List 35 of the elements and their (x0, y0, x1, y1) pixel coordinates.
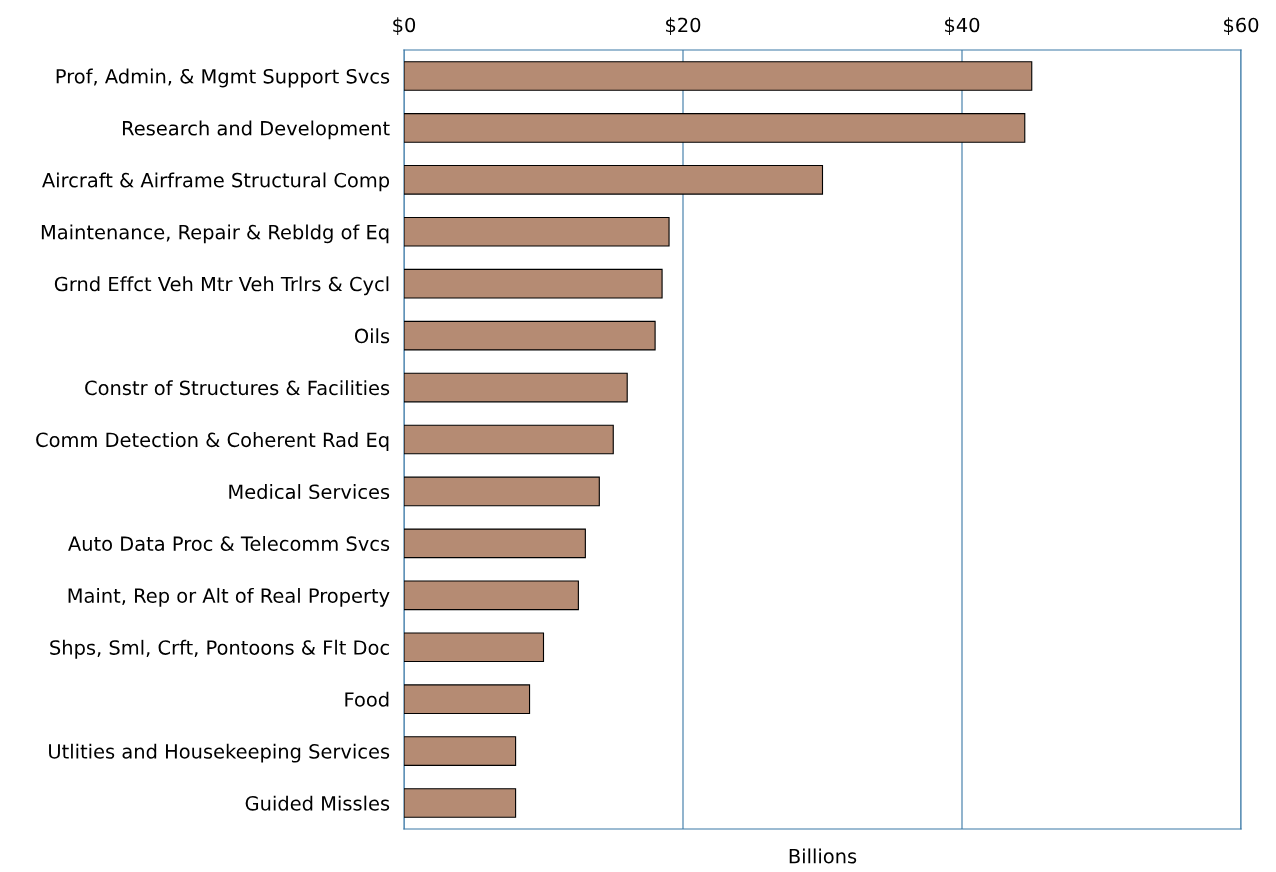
bar (404, 736, 517, 766)
bar (404, 684, 531, 715)
y-tick-label: Grnd Effct Veh Mtr Veh Trlrs & Cycl (54, 276, 389, 296)
y-tick-label: Utlities and Housekeeping Services (49, 743, 390, 763)
y-tick-label: Food (345, 691, 389, 707)
bar (404, 580, 579, 611)
bar (404, 113, 1026, 143)
bar (404, 788, 517, 818)
y-tick-label: Auto Data Proc & Telecomm Svcs (68, 535, 390, 552)
y-tick-label: Comm Detection & Coherent Rad Eq (36, 432, 389, 451)
y-tick-label: Aircraft & Airframe Structural Comp (42, 172, 390, 192)
x-tick-label: $0 (393, 17, 416, 35)
y-tick-label: Constr of Structures & Facilities (85, 380, 390, 396)
y-tick-label: Oils (354, 328, 390, 344)
bar (404, 320, 656, 351)
y-tick-label: Medical Services (229, 484, 390, 500)
y-tick-label: Maint, Rep or Alt of Real Property (68, 587, 390, 607)
bar (404, 424, 614, 455)
bar (404, 216, 670, 247)
bar (404, 528, 586, 559)
y-tick-label: Guided Missles (245, 795, 390, 811)
y-tick-label: Maintenance, Repair & Rebldg of Eq (41, 224, 389, 244)
y-tick-label: Prof, Admin, & Mgmt Support Svcs (56, 68, 390, 88)
bar (404, 268, 663, 299)
bar (404, 372, 628, 403)
x-tick-label: $20 (666, 17, 701, 35)
x-tick-label: $40 (945, 17, 980, 35)
x-tick-label: $60 (1224, 17, 1259, 35)
bar (404, 61, 1033, 91)
y-tick-label: Shps, Sml, Crft, Pontoons & Flt Doc (50, 639, 389, 659)
y-tick-label: Research and Development (122, 120, 390, 140)
bar (404, 632, 545, 663)
bar (404, 164, 824, 195)
x-axis-title: Billions (789, 848, 857, 864)
bar (404, 476, 600, 507)
